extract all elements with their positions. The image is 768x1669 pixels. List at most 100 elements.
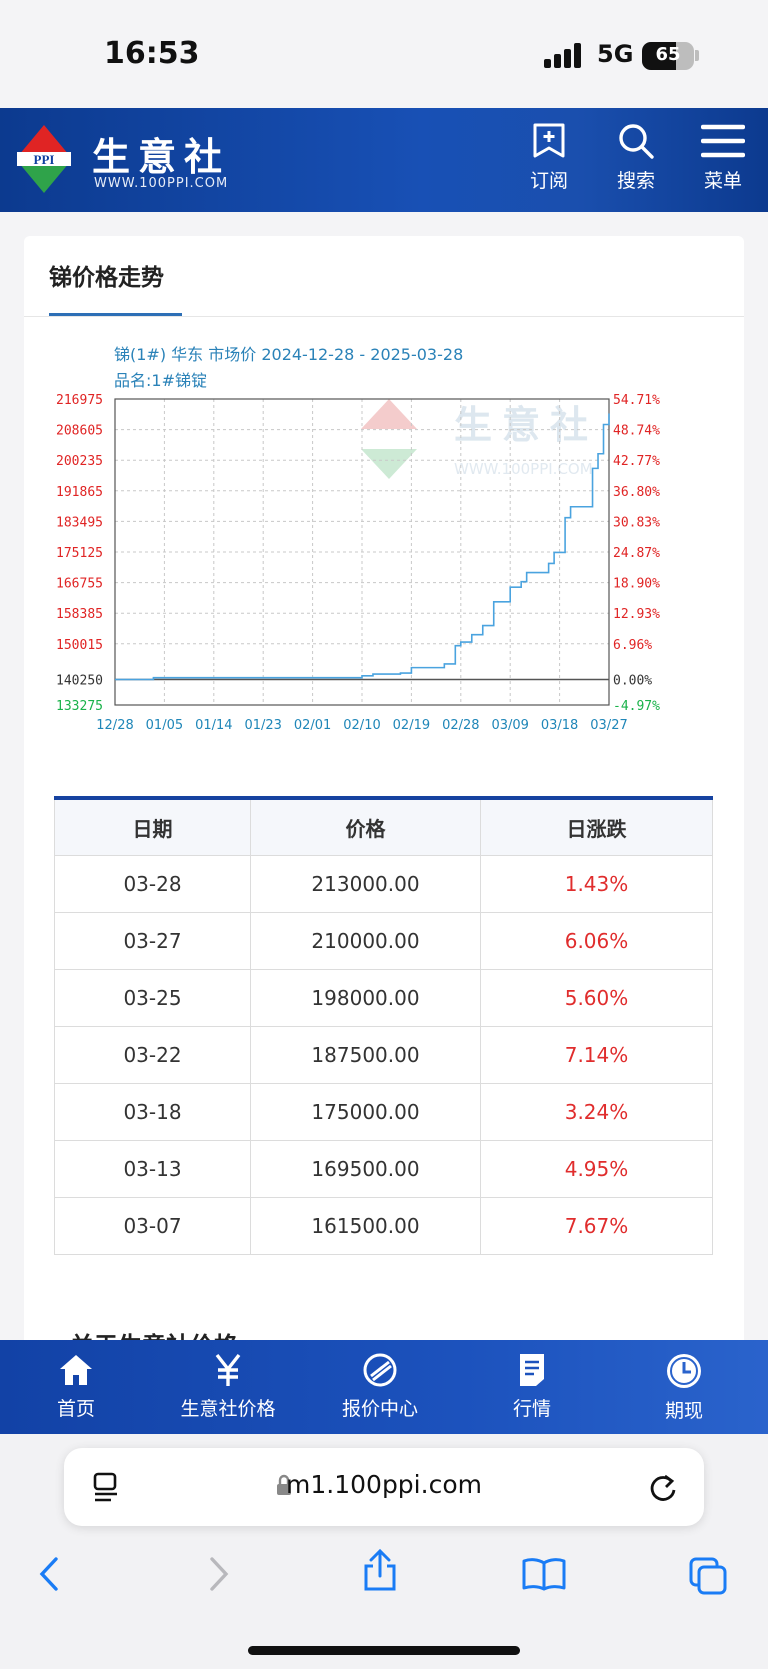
cell-price: 169500.00 xyxy=(250,1139,481,1198)
nav-market[interactable]: 行情 xyxy=(462,1352,602,1421)
menu-icon xyxy=(701,124,745,158)
cell-price: 175000.00 xyxy=(250,1082,481,1141)
x-tick-label: 01/05 xyxy=(146,718,183,733)
brand-name: 生意社 xyxy=(92,135,231,179)
table-row: 03-18 175000.00 3.24% xyxy=(54,1082,713,1141)
table-row: 03-27 210000.00 6.06% xyxy=(54,911,713,970)
chart-subtitle: 品名:1#锑锭 xyxy=(114,371,207,390)
x-tick-label: 02/10 xyxy=(343,718,380,733)
x-tick-label: 12/28 xyxy=(96,718,133,733)
home-indicator xyxy=(248,1646,520,1655)
cell-price: 213000.00 xyxy=(250,854,481,913)
nav-price-label: 生意社价格 xyxy=(180,1398,276,1420)
battery-icon: 65 xyxy=(642,42,694,70)
chart-title: 锑(1#) 华东 市场价 2024-12-28 - 2025-03-28 xyxy=(114,345,463,364)
reader-icon[interactable] xyxy=(92,1472,120,1502)
y-tick-label-left: 191865 xyxy=(56,485,103,500)
search-button[interactable]: 搜索 xyxy=(601,122,671,202)
url-text: m1.100ppi.com xyxy=(286,1470,482,1499)
y-tick-label-left: 140250 xyxy=(56,674,103,689)
reload-icon[interactable] xyxy=(648,1470,678,1502)
forward-icon[interactable] xyxy=(206,1556,232,1592)
cell-date: 03-27 xyxy=(54,911,251,970)
watermark-logo-icon xyxy=(361,399,417,429)
cell-date: 03-25 xyxy=(54,968,251,1027)
table-row: 03-25 198000.00 5.60% xyxy=(54,968,713,1027)
nav-market-label: 行情 xyxy=(512,1398,551,1420)
card-title: 锑价格走势 xyxy=(49,265,164,291)
x-tick-label: 02/19 xyxy=(393,718,430,733)
cell-price: 187500.00 xyxy=(250,1025,481,1084)
brand-url: WWW.100PPI.COM xyxy=(94,176,229,191)
nav-futures-label: 期现 xyxy=(664,1400,703,1422)
cell-price: 161500.00 xyxy=(250,1196,481,1255)
x-tick-label: 03/18 xyxy=(541,718,578,733)
subscribe-icon xyxy=(533,123,565,158)
y-tick-label-left: 150015 xyxy=(56,638,103,653)
y-tick-label-left: 183495 xyxy=(56,515,103,530)
nav-futures[interactable]: 期现 xyxy=(614,1352,754,1423)
nav-home[interactable]: 首页 xyxy=(6,1352,146,1421)
network-type: 5G xyxy=(597,40,634,68)
share-icon[interactable] xyxy=(362,1548,398,1592)
y-tick-label-right: 48.74% xyxy=(613,424,660,439)
cell-date: 03-13 xyxy=(54,1139,251,1198)
menu-button[interactable]: 菜单 xyxy=(688,122,758,202)
cell-change: 1.43% xyxy=(480,854,713,913)
y-tick-label-right: 0.00% xyxy=(613,674,652,689)
browser-chrome: m1.100ppi.com xyxy=(0,1434,768,1669)
watermark-name: 生意社 xyxy=(454,403,598,447)
table-header-row: 日期 价格 日涨跌 xyxy=(54,797,713,856)
cell-change: 6.06% xyxy=(480,911,713,970)
x-tick-label: 03/09 xyxy=(491,718,528,733)
col-price: 价格 xyxy=(250,797,481,856)
address-bar[interactable]: m1.100ppi.com xyxy=(64,1448,704,1526)
plot-frame xyxy=(114,398,610,706)
y-tick-label-right: 18.90% xyxy=(613,577,660,592)
status-bar: 16:53 5G 65 xyxy=(0,0,768,108)
table-row: 03-28 213000.00 1.43% xyxy=(54,854,713,913)
table-row: 03-07 161500.00 7.67% xyxy=(54,1196,713,1255)
signal-icon xyxy=(544,42,584,68)
clock-icon xyxy=(667,1354,701,1388)
search-label: 搜索 xyxy=(616,170,655,192)
ppi-logo-icon[interactable]: PPI xyxy=(16,125,72,193)
quote-icon xyxy=(363,1353,397,1387)
y-tick-label-left: 175125 xyxy=(56,546,103,561)
subscribe-button[interactable]: 订阅 xyxy=(514,122,584,202)
price-card: 锑价格走势 锑(1#) 华东 市场价 2024-12-28 - 2025-03-… xyxy=(24,236,744,1436)
cell-change: 7.14% xyxy=(480,1025,713,1084)
cell-change: 5.60% xyxy=(480,968,713,1027)
watermark-logo-icon xyxy=(361,449,417,479)
cell-date: 03-07 xyxy=(54,1196,251,1255)
nav-quote[interactable]: 报价中心 xyxy=(310,1352,450,1421)
col-date: 日期 xyxy=(54,797,251,856)
price-chart: 锑(1#) 华东 市场价 2024-12-28 - 2025-03-28 品名:… xyxy=(56,345,660,733)
col-change: 日涨跌 xyxy=(480,797,713,856)
y-tick-label-right: 30.83% xyxy=(613,515,660,530)
tabs-icon[interactable] xyxy=(688,1556,728,1596)
y-tick-label-left: 208605 xyxy=(56,424,103,439)
site-header: PPI 生意社 WWW.100PPI.COM 订阅 搜索 菜单 xyxy=(0,108,768,212)
cell-date: 03-28 xyxy=(54,854,251,913)
bookmarks-icon[interactable] xyxy=(522,1556,566,1592)
y-tick-label-left: 133275 xyxy=(56,699,103,714)
subscribe-label: 订阅 xyxy=(529,170,568,192)
table-row: 03-22 187500.00 7.14% xyxy=(54,1025,713,1084)
menu-label: 菜单 xyxy=(703,170,742,192)
bottom-nav: 首页 生意社价格 报价中心 行情 期现 xyxy=(0,1340,768,1434)
lock-icon xyxy=(277,1474,291,1495)
watermark-url: WWW.100PPI.COM xyxy=(454,460,593,478)
x-tick-label: 03/27 xyxy=(590,718,627,733)
cell-change: 3.24% xyxy=(480,1082,713,1141)
y-tick-label-right: 6.96% xyxy=(613,638,652,653)
back-icon[interactable] xyxy=(36,1556,62,1592)
x-tick-label: 01/23 xyxy=(244,718,281,733)
nav-quote-label: 报价中心 xyxy=(341,1398,418,1420)
x-tick-label: 01/14 xyxy=(195,718,232,733)
cell-change: 7.67% xyxy=(480,1196,713,1255)
y-tick-label-right: -4.97% xyxy=(613,699,660,714)
nav-price[interactable]: 生意社价格 xyxy=(158,1352,298,1421)
status-time: 16:53 xyxy=(104,36,200,71)
document-icon xyxy=(520,1354,544,1386)
